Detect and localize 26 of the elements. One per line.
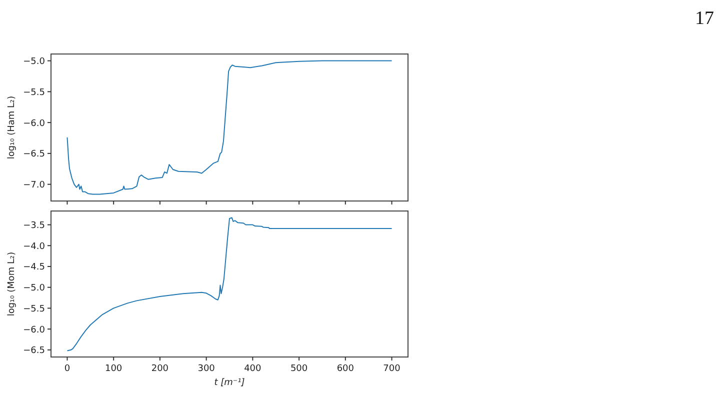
y-tick-label: −4.0 (23, 242, 46, 252)
x-tick-label: 700 (383, 364, 401, 374)
y-tick-label: −5.5 (23, 304, 45, 314)
y-axis-title: log₁₀ (Ham L₂) (7, 96, 17, 160)
x-tick-label: 500 (290, 364, 308, 374)
x-tick-label: 400 (244, 364, 262, 374)
y-tick-label: −5.0 (23, 284, 46, 294)
x-axis-title: t [m⁻¹] (214, 378, 246, 388)
x-tick-label: 200 (151, 364, 169, 374)
y-tick-label: −7.0 (23, 180, 46, 191)
y-tick-label: −6.0 (23, 118, 46, 129)
line-series (66, 60, 392, 195)
y-tick-label: −4.5 (23, 262, 45, 273)
text: 17 (695, 8, 714, 29)
x-tick-label: 100 (104, 364, 122, 374)
y-tick-label: −5.5 (23, 88, 45, 98)
line-series (66, 217, 392, 352)
y-tick-label: −6.0 (23, 325, 46, 336)
y-axis-title: log₁₀ (Mom L₂) (7, 252, 17, 316)
y-tick-label: −6.5 (23, 150, 45, 160)
y-tick-label: −6.5 (23, 346, 45, 356)
x-tick-label: 600 (336, 364, 354, 374)
x-tick-label: 300 (198, 364, 216, 374)
y-tick-label: −5.0 (23, 56, 46, 67)
y-tick-label: −3.5 (23, 220, 45, 231)
x-tick-label: 0 (64, 364, 70, 374)
